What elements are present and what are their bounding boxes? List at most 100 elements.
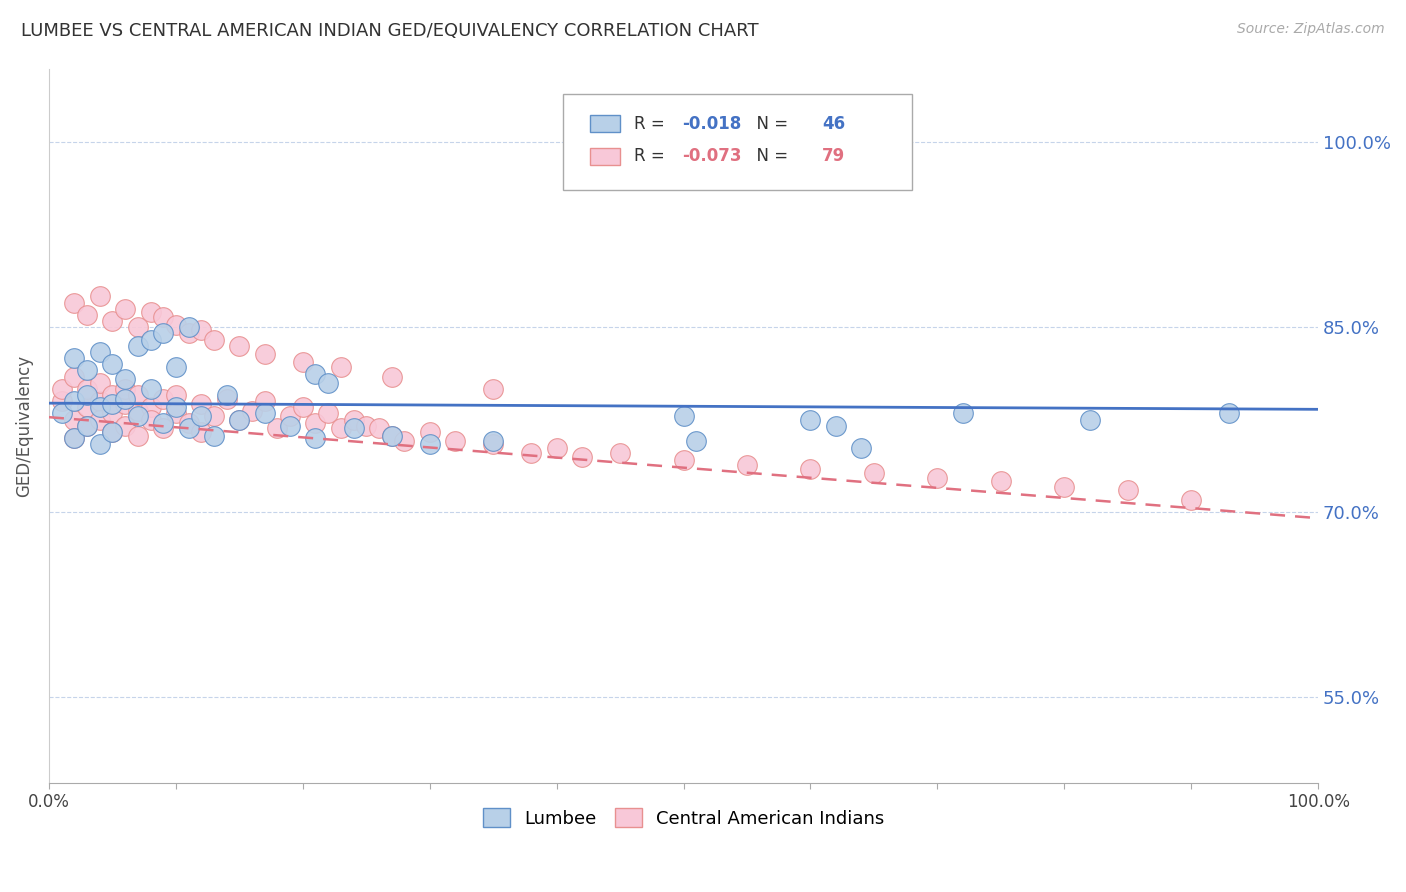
Point <box>266 421 288 435</box>
Point <box>863 466 886 480</box>
Point <box>672 453 695 467</box>
Point <box>139 305 162 319</box>
Point <box>139 401 162 415</box>
Point <box>139 333 162 347</box>
Point <box>127 404 149 418</box>
Point <box>101 407 124 421</box>
Point <box>419 425 441 439</box>
Point <box>304 367 326 381</box>
Point <box>114 301 136 316</box>
Point <box>215 388 238 402</box>
Point <box>482 434 505 448</box>
Point <box>101 425 124 439</box>
Point <box>482 437 505 451</box>
FancyBboxPatch shape <box>562 94 912 190</box>
Point <box>63 295 86 310</box>
Point <box>76 388 98 402</box>
Point <box>114 392 136 406</box>
Text: Source: ZipAtlas.com: Source: ZipAtlas.com <box>1237 22 1385 37</box>
Point <box>228 339 250 353</box>
Point <box>342 412 364 426</box>
Point <box>482 382 505 396</box>
Point <box>127 428 149 442</box>
Text: N =: N = <box>745 147 793 165</box>
Point <box>444 434 467 448</box>
Point <box>316 376 339 390</box>
Point <box>152 417 174 431</box>
Point <box>63 431 86 445</box>
Text: 46: 46 <box>823 114 845 133</box>
Point <box>165 388 187 402</box>
Point <box>240 404 263 418</box>
Point <box>177 417 200 431</box>
Point <box>127 409 149 423</box>
Point <box>63 351 86 365</box>
Point <box>546 441 568 455</box>
Point <box>127 339 149 353</box>
Point <box>177 421 200 435</box>
Point <box>89 394 111 409</box>
Point <box>139 412 162 426</box>
Point <box>63 431 86 445</box>
Point <box>190 409 212 423</box>
Point <box>63 412 86 426</box>
Point <box>76 363 98 377</box>
Point <box>1218 407 1240 421</box>
Point <box>253 407 276 421</box>
Point <box>127 320 149 334</box>
Text: R =: R = <box>634 114 671 133</box>
Point <box>51 382 73 396</box>
Point <box>152 326 174 341</box>
Point <box>672 409 695 423</box>
Text: -0.073: -0.073 <box>682 147 742 165</box>
Point <box>329 359 352 374</box>
Point <box>114 418 136 433</box>
Point <box>228 412 250 426</box>
Point <box>76 418 98 433</box>
Point <box>114 382 136 396</box>
Point <box>76 418 98 433</box>
Text: -0.018: -0.018 <box>682 114 741 133</box>
Point <box>278 418 301 433</box>
Point <box>202 428 225 442</box>
Point <box>1116 483 1139 497</box>
Point <box>89 401 111 415</box>
Point <box>1053 480 1076 494</box>
Point <box>520 446 543 460</box>
Point <box>114 372 136 386</box>
Text: 79: 79 <box>823 147 845 165</box>
Point <box>419 437 441 451</box>
Point <box>228 412 250 426</box>
FancyBboxPatch shape <box>589 115 620 132</box>
Point <box>101 314 124 328</box>
Point <box>152 392 174 406</box>
Point <box>51 407 73 421</box>
Point <box>571 450 593 464</box>
Point <box>927 470 949 484</box>
Point <box>89 376 111 390</box>
Point <box>202 333 225 347</box>
Point <box>356 418 378 433</box>
Point <box>368 421 391 435</box>
Point <box>952 407 974 421</box>
Point <box>101 388 124 402</box>
Point <box>76 308 98 322</box>
Point <box>278 409 301 423</box>
Point <box>114 396 136 410</box>
Point <box>316 407 339 421</box>
Point <box>139 382 162 396</box>
Point <box>342 421 364 435</box>
Point <box>89 344 111 359</box>
Point <box>177 320 200 334</box>
Point <box>215 392 238 406</box>
Legend: Lumbee, Central American Indians: Lumbee, Central American Indians <box>475 801 891 835</box>
Point <box>1180 492 1202 507</box>
Point <box>89 289 111 303</box>
Point <box>190 323 212 337</box>
Point <box>291 355 314 369</box>
Point <box>101 396 124 410</box>
Point <box>824 418 846 433</box>
Point <box>291 401 314 415</box>
Point <box>165 318 187 332</box>
Point <box>63 369 86 384</box>
